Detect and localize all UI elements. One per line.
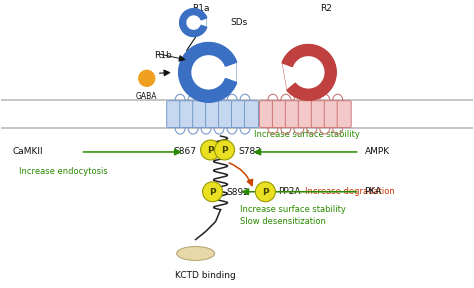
FancyBboxPatch shape: [324, 101, 338, 128]
FancyBboxPatch shape: [337, 101, 351, 128]
Text: Increase surface stability: Increase surface stability: [240, 205, 346, 214]
Polygon shape: [179, 43, 237, 102]
Text: GABA: GABA: [136, 92, 157, 101]
Text: S892: S892: [227, 188, 249, 197]
Text: P: P: [221, 147, 228, 156]
Text: R1a: R1a: [192, 4, 210, 13]
Text: VFT: VFT: [306, 74, 318, 79]
Text: R2: R2: [320, 4, 332, 13]
Text: KCTD binding: KCTD binding: [175, 271, 236, 280]
Circle shape: [139, 70, 155, 86]
Text: Increase endocytosis: Increase endocytosis: [18, 167, 108, 176]
FancyBboxPatch shape: [231, 101, 246, 128]
Circle shape: [215, 140, 235, 160]
Text: AMPK: AMPK: [365, 147, 390, 156]
Text: VFT: VFT: [199, 74, 210, 79]
Text: R1b: R1b: [154, 51, 172, 60]
Text: Slow desensitization: Slow desensitization: [240, 217, 327, 226]
FancyBboxPatch shape: [219, 101, 233, 128]
Text: P: P: [209, 188, 216, 197]
Text: CaMKII: CaMKII: [13, 147, 43, 156]
FancyBboxPatch shape: [273, 101, 286, 128]
FancyBboxPatch shape: [245, 101, 258, 128]
Text: S867: S867: [173, 147, 197, 156]
FancyBboxPatch shape: [298, 101, 312, 128]
Circle shape: [255, 182, 275, 202]
Polygon shape: [180, 9, 207, 37]
FancyBboxPatch shape: [167, 101, 181, 128]
Text: SDs: SDs: [230, 18, 248, 27]
Text: P: P: [207, 147, 214, 156]
Text: PKA: PKA: [365, 187, 382, 196]
FancyBboxPatch shape: [206, 101, 219, 128]
Ellipse shape: [177, 247, 215, 260]
Circle shape: [202, 182, 222, 202]
FancyBboxPatch shape: [285, 101, 299, 128]
Text: S783: S783: [238, 147, 262, 156]
Text: PP2A: PP2A: [278, 187, 301, 196]
Text: P: P: [262, 188, 269, 197]
Circle shape: [201, 140, 220, 160]
FancyBboxPatch shape: [192, 101, 207, 128]
FancyBboxPatch shape: [180, 101, 193, 128]
FancyBboxPatch shape: [259, 101, 273, 128]
FancyBboxPatch shape: [311, 101, 325, 128]
Text: Increase degradation: Increase degradation: [305, 187, 395, 196]
Text: Increase surface stability: Increase surface stability: [255, 130, 360, 139]
Polygon shape: [282, 44, 336, 100]
